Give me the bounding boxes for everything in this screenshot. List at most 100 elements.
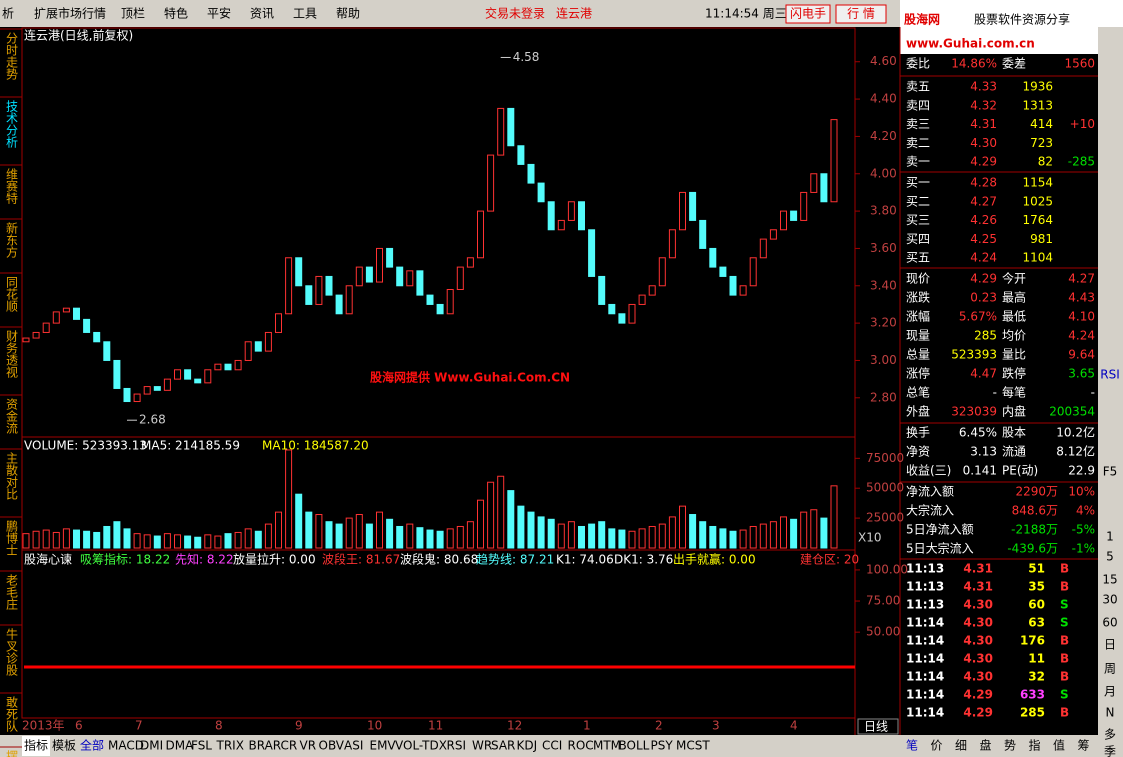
- volume-bar: [93, 531, 101, 549]
- bottom-tab[interactable]: KDJ: [517, 739, 538, 753]
- quote-label: 总笔: [906, 385, 930, 400]
- side-tab: 摆渡1: [5, 750, 19, 757]
- book-label: 买三: [906, 213, 930, 227]
- x-label: 7: [135, 719, 143, 733]
- quote-label: 均价: [1002, 329, 1026, 343]
- side-icon[interactable]: RSI: [1100, 368, 1120, 382]
- quote-value: -: [1091, 386, 1095, 400]
- bottom-tab[interactable]: FSL: [191, 739, 212, 753]
- bottom-tab[interactable]: CCI: [542, 739, 562, 753]
- volume-bar: [83, 530, 91, 549]
- panel-tab[interactable]: 细: [955, 739, 967, 753]
- bottom-tab[interactable]: MTM: [593, 739, 621, 753]
- side-icon[interactable]: 15: [1102, 573, 1117, 587]
- panel-tab[interactable]: 盘: [980, 738, 992, 753]
- bottom-tab[interactable]: BRAR: [249, 739, 282, 753]
- bottom-tab[interactable]: 指标: [24, 738, 48, 753]
- panel-tab[interactable]: 势: [1004, 739, 1016, 753]
- panel-tab[interactable]: 价: [931, 739, 943, 753]
- bottom-tab[interactable]: SAR: [491, 739, 515, 753]
- candle: [396, 266, 404, 287]
- low-label: 2.68: [139, 413, 166, 427]
- trade-side: B: [1060, 562, 1069, 576]
- volume-bar: [295, 493, 303, 549]
- side-icon[interactable]: 5: [1106, 550, 1114, 564]
- quote-value: 5.67%: [959, 310, 997, 324]
- bottom-tab[interactable]: ROC: [568, 739, 594, 753]
- bottom-tab[interactable]: OBV: [319, 739, 345, 753]
- menu-item: 帮助: [336, 7, 360, 21]
- x-label: 2: [655, 719, 663, 733]
- side-tab: 新东方: [5, 221, 19, 259]
- quote-value: 3.65: [1068, 367, 1095, 381]
- side-tab: 敢死队: [5, 696, 19, 732]
- volume-bar: [759, 523, 767, 549]
- candle: [234, 359, 242, 371]
- quote-value: 4.43: [1068, 291, 1095, 305]
- panel-tab[interactable]: 笔: [906, 738, 918, 753]
- volume-bar: [567, 521, 575, 549]
- volume-bar: [163, 533, 171, 549]
- bottom-tab[interactable]: TRIX: [216, 739, 244, 753]
- volume-bar: [376, 511, 383, 549]
- bottom-tab[interactable]: VR: [300, 739, 317, 753]
- volume-bar: [527, 511, 535, 549]
- trade-volume: 633: [1020, 688, 1045, 702]
- volume-bar: [143, 534, 151, 549]
- panel-tab[interactable]: 筹: [1078, 739, 1090, 753]
- bottom-tab[interactable]: ASI: [344, 739, 363, 753]
- volume-bar: [204, 534, 212, 549]
- side-icon[interactable]: 60: [1102, 616, 1117, 630]
- bottom-tab[interactable]: PSY: [651, 739, 674, 753]
- candle: [315, 275, 323, 305]
- y-tick-label: 25000: [866, 511, 904, 525]
- trade-time: 11:14: [906, 616, 944, 630]
- side-icon[interactable]: N: [1106, 706, 1115, 720]
- trade-time: 11:14: [906, 634, 944, 648]
- volume-bar: [648, 525, 656, 549]
- candle: [406, 270, 414, 287]
- side-icon[interactable]: 周: [1104, 662, 1116, 676]
- bottom-tab[interactable]: WR: [472, 739, 492, 753]
- top-button-label: 闪电手: [790, 7, 826, 21]
- bottom-tab[interactable]: RSI: [447, 739, 467, 753]
- y-tick-label: 4.20: [870, 129, 897, 143]
- bottom-tab[interactable]: BOLL: [619, 739, 650, 753]
- side-icon[interactable]: 月: [1104, 685, 1116, 699]
- side-icon[interactable]: F5: [1103, 465, 1118, 479]
- quote-label: PE(动): [1002, 464, 1038, 478]
- volume-bar: [628, 530, 636, 549]
- side-icon[interactable]: 多: [1104, 728, 1116, 742]
- bottom-tab[interactable]: EMV: [370, 739, 397, 753]
- logo-slogan: 股票软件资源分享: [974, 12, 1070, 27]
- side-icon[interactable]: 1: [1106, 530, 1114, 544]
- candle: [52, 311, 60, 324]
- ratio-value: 1560: [1064, 57, 1095, 71]
- side-tab: 维赛特: [5, 168, 19, 204]
- candle: [719, 266, 727, 277]
- status-stock: 连云港: [556, 6, 592, 21]
- side-icon[interactable]: 日: [1104, 638, 1116, 652]
- menu-item: 工具: [293, 7, 317, 21]
- bottom-tab[interactable]: 全部: [80, 738, 104, 753]
- side-icon[interactable]: 季: [1104, 745, 1116, 757]
- side-icon[interactable]: 30: [1102, 593, 1117, 607]
- candle: [285, 257, 293, 315]
- volume-bar: [244, 528, 252, 549]
- bottom-tab[interactable]: MACD: [108, 739, 144, 753]
- volume-bar: [133, 533, 141, 549]
- volume-bar: [618, 529, 626, 549]
- candle: [325, 275, 333, 296]
- volume-bar: [557, 523, 565, 549]
- bottom-tab[interactable]: DMA: [166, 739, 195, 753]
- panel-tab[interactable]: 指: [1029, 738, 1041, 753]
- panel-tab[interactable]: 值: [1053, 738, 1065, 753]
- bottom-tab[interactable]: MCST: [676, 739, 710, 753]
- bottom-tab[interactable]: CR: [281, 739, 298, 753]
- y-tick-label: 75.00: [866, 594, 900, 608]
- bottom-tab[interactable]: VOL-TDX: [395, 739, 447, 753]
- candle: [204, 369, 212, 384]
- bottom-tab[interactable]: DMI: [140, 739, 163, 753]
- bottom-tab[interactable]: 模板: [52, 739, 76, 753]
